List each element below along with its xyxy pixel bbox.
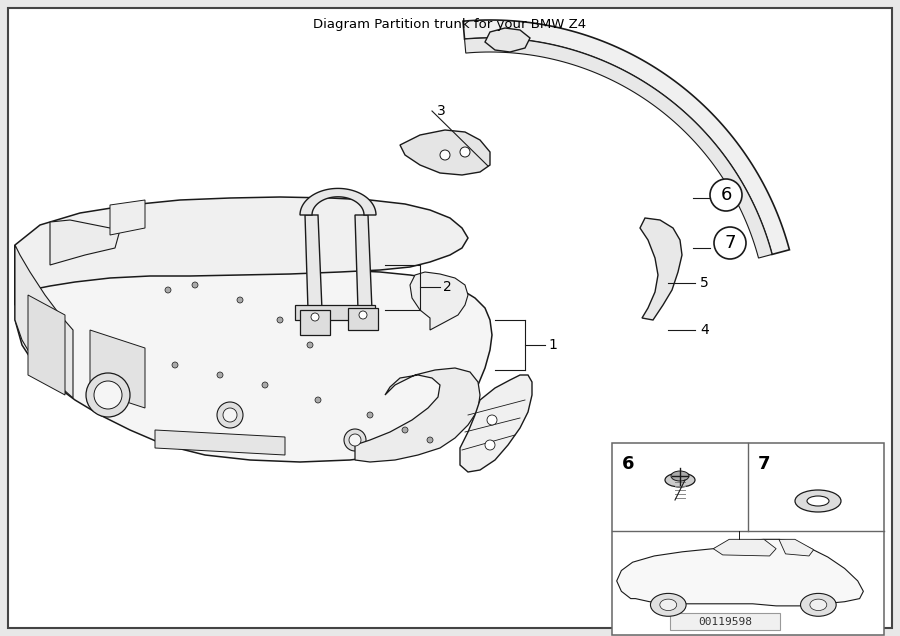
- Circle shape: [217, 372, 223, 378]
- Circle shape: [217, 402, 243, 428]
- Circle shape: [359, 311, 367, 319]
- Ellipse shape: [810, 599, 827, 611]
- Circle shape: [94, 381, 122, 409]
- Polygon shape: [355, 368, 480, 462]
- Ellipse shape: [671, 471, 689, 481]
- Polygon shape: [110, 200, 145, 235]
- Circle shape: [344, 429, 366, 451]
- Polygon shape: [90, 330, 145, 408]
- Text: Diagram Partition trunk for your BMW Z4: Diagram Partition trunk for your BMW Z4: [313, 18, 587, 31]
- Polygon shape: [410, 272, 468, 330]
- Polygon shape: [15, 245, 492, 462]
- Circle shape: [172, 362, 178, 368]
- Polygon shape: [300, 188, 376, 215]
- Ellipse shape: [651, 593, 686, 616]
- Polygon shape: [714, 539, 776, 556]
- Text: 3: 3: [437, 104, 446, 118]
- Circle shape: [440, 150, 450, 160]
- Polygon shape: [640, 218, 682, 320]
- Circle shape: [402, 427, 408, 433]
- Polygon shape: [348, 308, 378, 330]
- Circle shape: [710, 179, 742, 211]
- Ellipse shape: [795, 490, 841, 512]
- Circle shape: [487, 415, 497, 425]
- Circle shape: [485, 440, 495, 450]
- Circle shape: [165, 287, 171, 293]
- Polygon shape: [305, 215, 322, 310]
- Text: 00119598: 00119598: [698, 617, 752, 627]
- Polygon shape: [460, 375, 532, 472]
- Polygon shape: [155, 430, 285, 455]
- Bar: [612, 443, 884, 635]
- Circle shape: [237, 297, 243, 303]
- Circle shape: [223, 408, 237, 422]
- Circle shape: [86, 373, 130, 417]
- Polygon shape: [779, 539, 814, 556]
- Text: 6: 6: [622, 455, 634, 473]
- Ellipse shape: [660, 599, 677, 611]
- Ellipse shape: [665, 473, 695, 487]
- Polygon shape: [463, 20, 789, 254]
- Circle shape: [307, 342, 313, 348]
- Polygon shape: [616, 539, 863, 606]
- Text: 2: 2: [443, 280, 452, 294]
- Polygon shape: [295, 305, 375, 320]
- Circle shape: [714, 227, 746, 259]
- Circle shape: [367, 412, 373, 418]
- Polygon shape: [28, 295, 65, 395]
- Circle shape: [311, 313, 319, 321]
- Text: 7: 7: [724, 234, 736, 252]
- Text: 4: 4: [700, 323, 709, 337]
- Circle shape: [349, 434, 361, 446]
- Ellipse shape: [800, 593, 836, 616]
- Text: 5: 5: [700, 276, 709, 290]
- Text: 6: 6: [720, 186, 732, 204]
- Circle shape: [262, 382, 268, 388]
- Circle shape: [192, 282, 198, 288]
- Text: 7: 7: [758, 455, 770, 473]
- Polygon shape: [300, 310, 330, 335]
- Circle shape: [315, 397, 321, 403]
- Text: 1: 1: [548, 338, 557, 352]
- Polygon shape: [485, 28, 530, 52]
- Circle shape: [427, 437, 433, 443]
- Polygon shape: [400, 130, 490, 175]
- Circle shape: [277, 317, 283, 323]
- FancyBboxPatch shape: [670, 613, 780, 630]
- Polygon shape: [15, 245, 73, 398]
- Polygon shape: [464, 38, 772, 258]
- Polygon shape: [50, 220, 120, 265]
- Ellipse shape: [807, 496, 829, 506]
- Polygon shape: [15, 197, 468, 305]
- Circle shape: [460, 147, 470, 157]
- Polygon shape: [355, 215, 372, 310]
